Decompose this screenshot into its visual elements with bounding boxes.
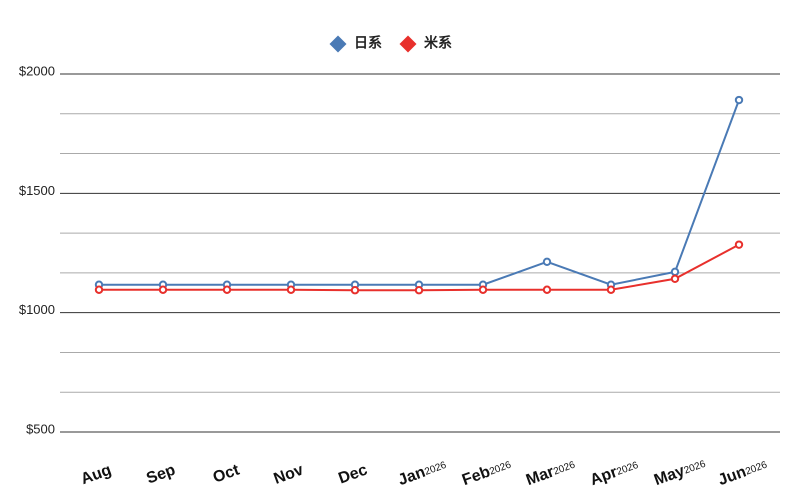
data-point [350, 286, 360, 295]
data-point [542, 285, 552, 294]
data-point [478, 285, 488, 294]
y-tick-label: $1500 [19, 183, 55, 198]
x-tick-year: 2026 [423, 459, 448, 477]
data-point [606, 285, 616, 294]
x-tick-month: Nov [272, 462, 306, 488]
x-tick-year: 2026 [552, 459, 577, 477]
x-tick-label: Oct [211, 462, 243, 487]
data-point [286, 285, 296, 294]
data-point [542, 257, 552, 267]
data-point [158, 285, 168, 294]
x-tick-label: Mar2026 [524, 456, 578, 489]
x-tick-label: May2026 [652, 455, 708, 489]
legend-label: 米系 [424, 35, 452, 51]
x-tick-month: Aug [79, 462, 114, 489]
legend-label: 日系 [354, 35, 382, 51]
x-tick-label: Nov [272, 462, 306, 488]
x-tick-label: Sep [144, 462, 178, 488]
y-tick-label: $2000 [19, 63, 55, 78]
legend-marker [329, 35, 347, 53]
x-tick-month: Dec [336, 462, 369, 488]
x-tick-label: Jan2026 [396, 456, 449, 489]
data-point [670, 274, 680, 283]
x-tick-year: 2026 [682, 458, 707, 476]
x-tick-label: Dec [336, 462, 369, 488]
y-tick-label: $1000 [19, 302, 55, 317]
data-point [94, 285, 104, 294]
x-tick-label: Feb2026 [460, 456, 514, 489]
x-tick-label: Aug [79, 462, 114, 489]
x-tick-year: 2026 [744, 459, 769, 477]
x-tick-month: Oct [211, 462, 243, 487]
x-tick-year: 2026 [615, 459, 640, 477]
x-tick-month: Sep [144, 462, 178, 488]
x-tick-label: Jun2026 [716, 456, 770, 489]
data-point [734, 240, 744, 249]
data-point [222, 285, 232, 294]
x-tick-label: Apr2026 [588, 456, 641, 489]
x-tick-year: 2026 [488, 459, 513, 477]
legend-marker [399, 35, 417, 53]
data-point [734, 95, 744, 105]
data-point [670, 267, 680, 277]
data-point [414, 286, 424, 295]
series-line [99, 99, 740, 286]
y-tick-label: $500 [26, 421, 55, 436]
